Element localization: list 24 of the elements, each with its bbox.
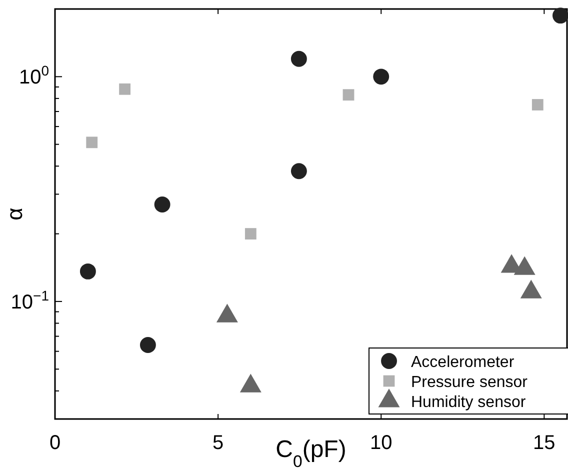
y-tick-label: 10$^{−1}$: [10, 287, 50, 314]
x-tick-label: 5: [212, 432, 224, 454]
point: [532, 99, 544, 110]
point: [514, 256, 536, 275]
point: [240, 374, 262, 392]
x-tick-label: 15: [533, 432, 556, 454]
point: [290, 163, 307, 180]
point: [119, 83, 130, 95]
legend-label: Accelerometer: [411, 354, 515, 371]
point: [216, 304, 238, 322]
legend-label: Humidity sensor: [411, 394, 526, 411]
point: [552, 8, 568, 24]
point: [154, 196, 170, 212]
y-tick-label: 10$^{0}$: [18, 62, 50, 89]
point: [86, 136, 98, 148]
point: [373, 68, 390, 85]
point: [290, 50, 307, 67]
point: [342, 89, 354, 101]
x-axis-title: C$_{0}$(pF): [276, 436, 346, 469]
y-axis-title: α: [2, 207, 27, 220]
legend-label: Pressure sensor: [411, 374, 528, 391]
x-tick-label: 10: [370, 432, 392, 454]
x-tick-label: 0: [49, 432, 61, 454]
point: [520, 280, 542, 298]
